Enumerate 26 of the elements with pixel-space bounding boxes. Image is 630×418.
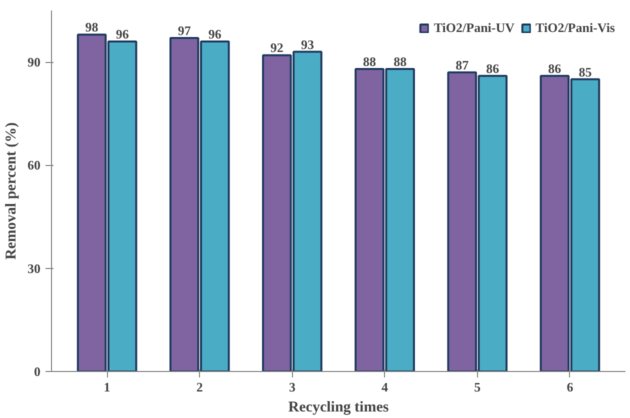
data-label: 96 <box>116 26 130 42</box>
x-tick-label: 3 <box>288 380 296 394</box>
y-axis-title: Removal percent (%) <box>4 122 20 260</box>
data-label: 96 <box>208 26 222 42</box>
x-tick-label: 2 <box>196 380 203 394</box>
x-axis-title: Recycling times <box>288 400 389 416</box>
x-tick-label: 1 <box>104 380 110 394</box>
data-label: 92 <box>270 40 284 56</box>
x-tick-label: 4 <box>382 380 389 394</box>
data-label: 86 <box>548 60 562 76</box>
data-label: 88 <box>394 54 408 69</box>
y-tick-label: 90 <box>28 54 40 70</box>
data-label: 85 <box>578 64 592 80</box>
legend-label: TiO2/Pani-Vis <box>536 20 615 36</box>
data-label: 86 <box>486 60 500 76</box>
y-tick-label: 60 <box>28 158 40 173</box>
y-tick-label: 30 <box>28 260 40 276</box>
data-label: 93 <box>300 36 314 52</box>
x-tick-label: 5 <box>474 380 482 394</box>
legend-label: TiO2/Pani-UV <box>434 20 515 36</box>
y-tick-label: 0 <box>34 364 40 379</box>
data-label: 97 <box>178 23 192 38</box>
x-tick-label: 6 <box>566 380 574 394</box>
data-label: 98 <box>85 20 99 35</box>
data-label: 88 <box>363 54 377 69</box>
data-label: 87 <box>456 57 470 72</box>
